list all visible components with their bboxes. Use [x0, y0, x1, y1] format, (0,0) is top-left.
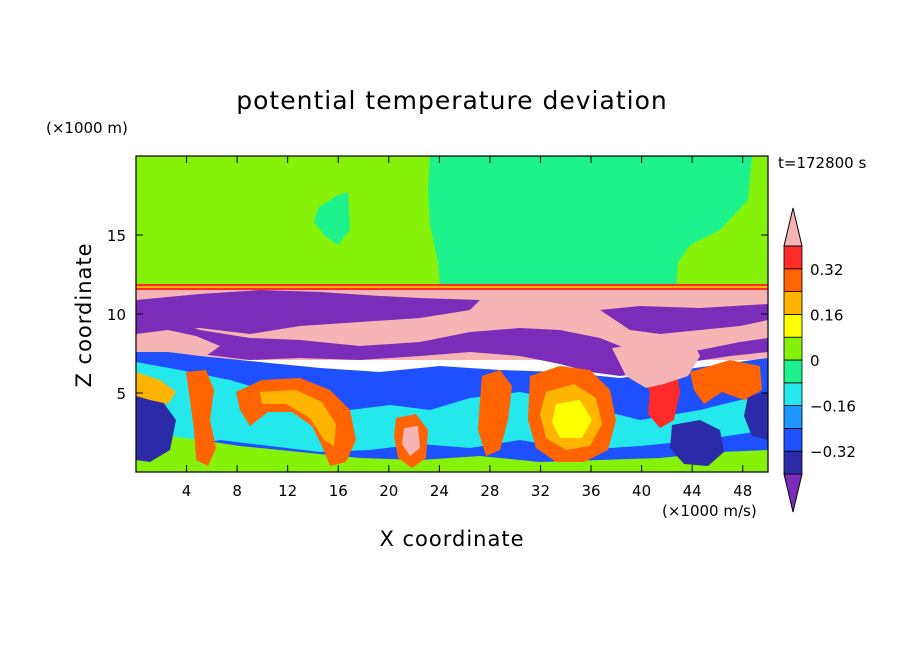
colorbar-tick-label: 0.16: [810, 306, 843, 324]
field-pink-tongue: [612, 336, 700, 388]
x-axis-unit-label: (×1000 m/s): [662, 502, 757, 520]
time-label: t=172800 s: [778, 154, 867, 172]
field-darkblue-right2: [744, 392, 768, 440]
field-purple-mid: [136, 320, 768, 376]
colorbar-tick-label: −0.16: [810, 398, 856, 416]
field-swirl-2: [186, 370, 216, 466]
colorbar-tick-label: 0: [810, 352, 820, 370]
y-tick-label: 15: [107, 227, 126, 245]
colorbar-bin: [783, 382, 803, 406]
field-upper-teal: [428, 156, 752, 288]
x-axis-label-text: X coordinate: [379, 527, 525, 551]
field-swirl-5: [478, 370, 512, 456]
colorbar-bin: [783, 336, 803, 361]
colorbar: 0.32 0.16 0 −0.16 −0.32: [783, 207, 856, 513]
field-purple-right-upper: [600, 304, 768, 334]
field-swirl-6: [690, 360, 762, 404]
colorbar-bin: [783, 427, 803, 452]
x-tick-label: 28: [480, 482, 499, 500]
x-tick-label: 16: [329, 482, 348, 500]
y-axis-unit-label: (×1000 m): [46, 119, 128, 137]
x-tick-label: 36: [581, 482, 600, 500]
x-tick-label: 44: [683, 482, 702, 500]
field-orange-strip: [136, 286, 768, 288]
field-lower-green: [136, 436, 768, 472]
x-tick-label: 40: [632, 482, 651, 500]
colorbar-bin: [783, 291, 803, 315]
colorbar-bin: [783, 450, 803, 475]
x-ticks: 4 8 12 16 20 24 28 32 36 40 44 48: [182, 156, 752, 500]
colorbar-bin: [783, 313, 803, 338]
field-darkblue-left: [136, 392, 176, 462]
y-ticks: 5 10 15: [107, 227, 768, 403]
colorbar-tick-label: 0.32: [810, 261, 843, 279]
field-darkblue-right: [670, 420, 724, 466]
x-tick-label: 20: [379, 482, 398, 500]
x-tick-label: 48: [733, 482, 752, 500]
x-tick-label: 8: [232, 482, 242, 500]
x-tick-label: 4: [182, 482, 192, 500]
x-tick-label: 24: [430, 482, 449, 500]
field-upper-teal-blob: [314, 192, 350, 245]
colorbar-extend-low: [783, 473, 803, 513]
y-tick-label: 5: [116, 385, 126, 403]
field-swirl-8: [136, 372, 176, 404]
x-axis-label: X coordinate: [0, 527, 904, 551]
colorbar-tick-label: −0.32: [810, 443, 856, 461]
contour-field: [136, 156, 768, 472]
x-tick-label: 32: [531, 482, 550, 500]
chart-title: potential temperature deviation: [236, 86, 668, 115]
field-swirl-1-inner: [260, 390, 336, 446]
colorbar-extend-high: [783, 207, 803, 247]
colorbar-bin: [783, 245, 803, 270]
colorbar-bin: [783, 359, 803, 384]
y-tick-label: 10: [107, 306, 126, 324]
field-swirl-4-core: [552, 400, 592, 438]
field-swirl-3-inner: [402, 426, 420, 456]
x-tick-label: 12: [278, 482, 297, 500]
colorbar-bin: [783, 268, 803, 292]
colorbar-bin: [783, 405, 803, 429]
field-purple-upper-left: [136, 290, 480, 334]
field-pink-left-tongue: [136, 330, 220, 356]
